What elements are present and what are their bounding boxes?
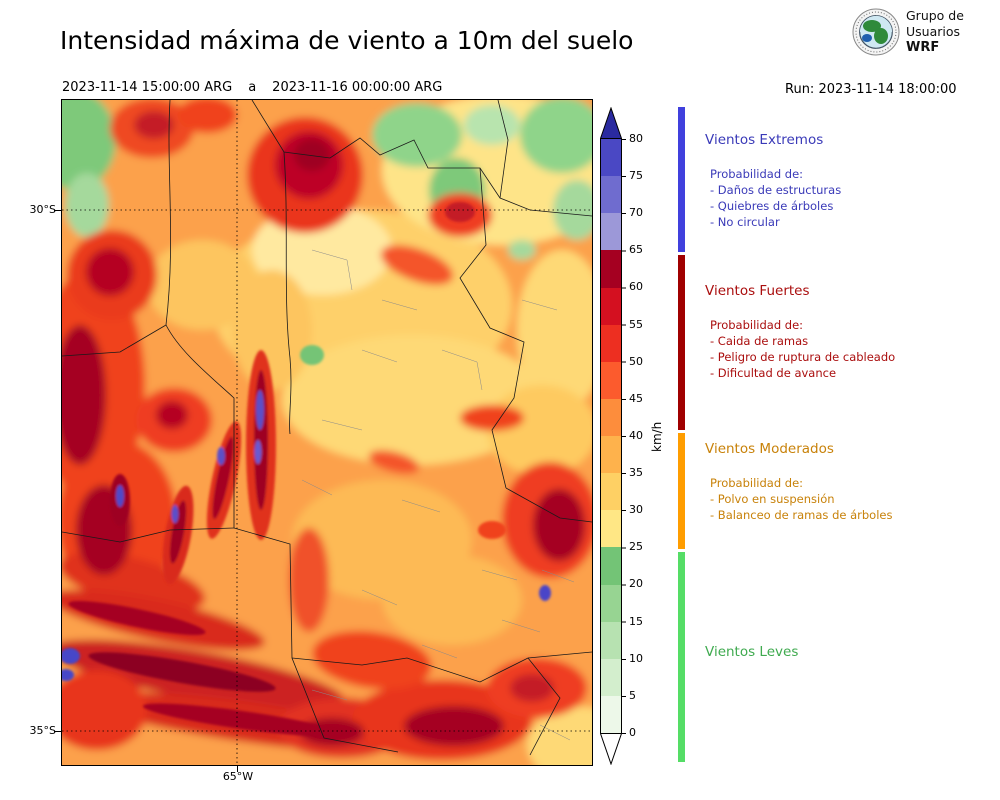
colorbar-segment <box>601 510 621 548</box>
logo-text-line2: Usuarios <box>906 23 961 39</box>
wind-map-svg <box>62 100 592 765</box>
legend-bar-extremos <box>678 107 685 252</box>
province-borders <box>62 100 592 756</box>
colorbar-segment <box>601 547 621 585</box>
legend-item: - Quiebres de árboles <box>710 199 834 213</box>
legend-item: - Balanceo de ramas de árboles <box>710 508 893 522</box>
legend-intro: Probabilidad de: <box>710 318 804 332</box>
colorbar-tick-label: 30 <box>629 503 643 516</box>
legend-intro: Probabilidad de: <box>710 476 804 490</box>
globe-icon <box>852 8 900 56</box>
axis-tick <box>54 210 61 211</box>
colorbar-tick-label: 55 <box>629 318 643 331</box>
valid-separator: a <box>248 80 257 95</box>
valid-to: 2023-11-16 00:00:00 ARG <box>272 80 443 95</box>
colorbar-tick-label: 5 <box>629 689 636 702</box>
colorbar-segment <box>601 176 621 214</box>
logo-text-line1: Grupo de <box>906 8 964 24</box>
legend-item: - Peligro de ruptura de cableado <box>710 350 896 364</box>
wind-field-detail <box>62 202 551 737</box>
colorbar-unit-label: km/h <box>650 421 664 452</box>
colorbar-tick-label: 10 <box>629 652 643 665</box>
legend-title: Vientos Moderados <box>705 441 834 457</box>
axis-tick <box>54 731 61 732</box>
page-title: Intensidad máxima de viento a 10m del su… <box>60 26 634 55</box>
lon-label-65w: 65°W <box>222 770 254 783</box>
colorbar-tick-label: 35 <box>629 466 643 479</box>
colorbar-segments <box>600 139 622 733</box>
legend-bar-leves <box>678 552 685 762</box>
valid-period: 2023-11-14 15:00:00 ARG a 2023-11-16 00:00… <box>62 80 442 95</box>
colorbar-segment <box>601 473 621 511</box>
colorbar-tick-label: 0 <box>629 726 636 739</box>
legend-item: - Dificultad de avance <box>710 366 837 380</box>
lat-label-35s: 35°S <box>29 724 56 737</box>
wrf-logo: Grupo de Usuarios WRF <box>852 8 964 56</box>
colorbar-under-arrow <box>600 733 622 765</box>
colorbar-segment <box>601 621 621 659</box>
colorbar-tick-label: 25 <box>629 540 643 553</box>
colorbar-segment <box>601 658 621 696</box>
colorbar-segment <box>601 139 621 177</box>
legend-section-fuertes: Vientos Fuertes Probabilidad de: - Caida… <box>705 283 990 381</box>
legend-item: - Polvo en suspensión <box>710 492 835 506</box>
colorbar-segment <box>601 213 621 251</box>
legend-intro: Probabilidad de: <box>710 167 804 181</box>
legend-bar-moderados <box>678 433 685 549</box>
colorbar-tick-label: 70 <box>629 206 643 219</box>
axis-tick <box>237 765 238 772</box>
colorbar-over-arrow <box>600 107 622 139</box>
legend-title: Vientos Extremos <box>705 132 824 148</box>
legend-section-extremos: Vientos Extremos Probabilidad de: - Daño… <box>705 132 990 230</box>
logo-text-line3: WRF <box>906 40 940 56</box>
colorbar-tick-label: 50 <box>629 355 643 368</box>
colorbar-tick-label: 65 <box>629 243 643 256</box>
colorbar-tickmarks <box>622 139 626 734</box>
colorbar-under-arrow-shape <box>600 733 622 765</box>
colorbar-tick-label: 20 <box>629 577 643 590</box>
colorbar-segment <box>601 287 621 325</box>
legend-section-moderados: Vientos Moderados Probabilidad de: - Pol… <box>705 441 990 523</box>
colorbar-segment <box>601 324 621 362</box>
colorbar-segment <box>601 398 621 436</box>
valid-from: 2023-11-14 15:00:00 ARG <box>62 80 233 95</box>
colorbar-segment <box>601 250 621 288</box>
legend-item: - No circular <box>710 215 780 229</box>
legend-title: Vientos Fuertes <box>705 283 810 299</box>
legend-bar-fuertes <box>678 255 685 430</box>
wind-map <box>61 99 593 766</box>
colorbar-tick-label: 60 <box>629 280 643 293</box>
colorbar-tick-label: 80 <box>629 132 643 145</box>
colorbar-segment <box>601 695 621 733</box>
colorbar-segment <box>601 584 621 622</box>
colorbar-tick-label: 15 <box>629 615 643 628</box>
wind-field <box>62 100 592 765</box>
colorbar-segment <box>601 436 621 474</box>
legend-item: - Daños de estructuras <box>710 183 842 197</box>
lat-label-30s: 30°S <box>29 203 56 216</box>
colorbar-segment <box>601 361 621 399</box>
department-borders <box>301 249 575 741</box>
run-label: Run: 2023-11-14 18:00:00 <box>785 82 957 97</box>
colorbar-tick-label: 40 <box>629 429 643 442</box>
colorbar-tick-label: 45 <box>629 392 643 405</box>
colorbar-tick-label: 75 <box>629 169 643 182</box>
legend-section-leves: Vientos Leves <box>705 644 990 678</box>
colorbar-over-arrow-shape <box>600 107 622 139</box>
legend-title: Vientos Leves <box>705 644 799 660</box>
legend-item: - Caida de ramas <box>710 334 809 348</box>
gridlines <box>62 100 592 765</box>
